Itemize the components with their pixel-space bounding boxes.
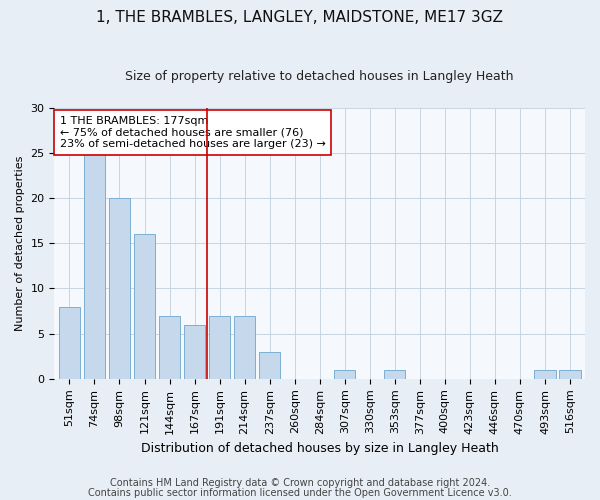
Bar: [184, 324, 205, 379]
Bar: [159, 316, 180, 379]
Bar: [559, 370, 581, 379]
Bar: [109, 198, 130, 379]
Bar: [259, 352, 280, 379]
Bar: [84, 153, 105, 379]
Bar: [384, 370, 406, 379]
Bar: [234, 316, 255, 379]
Text: 1 THE BRAMBLES: 177sqm
← 75% of detached houses are smaller (76)
23% of semi-det: 1 THE BRAMBLES: 177sqm ← 75% of detached…: [60, 116, 326, 149]
Text: Contains HM Land Registry data © Crown copyright and database right 2024.: Contains HM Land Registry data © Crown c…: [110, 478, 490, 488]
Bar: [134, 234, 155, 379]
Text: 1, THE BRAMBLES, LANGLEY, MAIDSTONE, ME17 3GZ: 1, THE BRAMBLES, LANGLEY, MAIDSTONE, ME1…: [97, 10, 503, 25]
Bar: [209, 316, 230, 379]
Bar: [334, 370, 355, 379]
Title: Size of property relative to detached houses in Langley Heath: Size of property relative to detached ho…: [125, 70, 514, 83]
Bar: [59, 306, 80, 379]
Y-axis label: Number of detached properties: Number of detached properties: [15, 156, 25, 331]
Bar: [535, 370, 556, 379]
Text: Contains public sector information licensed under the Open Government Licence v3: Contains public sector information licen…: [88, 488, 512, 498]
X-axis label: Distribution of detached houses by size in Langley Heath: Distribution of detached houses by size …: [141, 442, 499, 455]
